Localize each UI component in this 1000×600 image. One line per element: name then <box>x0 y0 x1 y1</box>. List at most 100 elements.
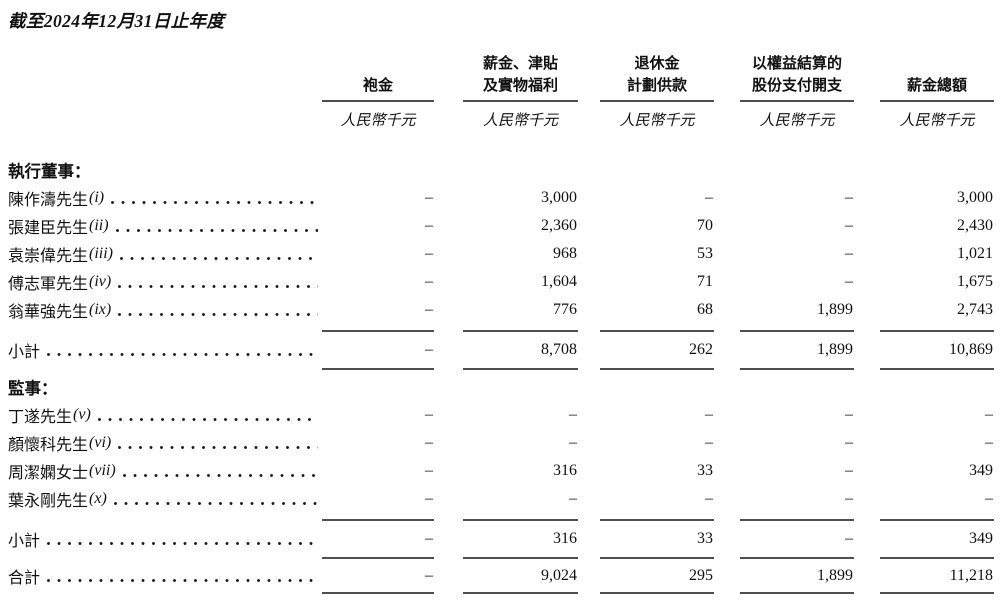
rule-line <box>880 364 994 370</box>
cell-value-text: – <box>425 434 433 451</box>
rule-cell <box>434 364 578 370</box>
dot-leader <box>47 542 318 545</box>
rule-cell <box>322 590 434 600</box>
cell-value: – <box>322 301 434 319</box>
cell-value: 1,899 <box>714 567 854 585</box>
cell-value: – <box>434 406 578 424</box>
cell-value: – <box>322 245 434 263</box>
cell-value-text: – <box>425 406 433 423</box>
cell-value-text: 2,360 <box>541 217 577 234</box>
cell-value: 8,708 <box>434 341 578 359</box>
cell-value-text: – <box>705 406 713 423</box>
cell-value-text: – <box>425 567 433 584</box>
table-row: 傅志軍先生 (iv) – 1,604 71 – 1,675 <box>8 268 994 296</box>
rule-cell <box>854 324 994 332</box>
double-rule-line <box>600 592 714 600</box>
cell-value-text: 8,708 <box>541 341 577 358</box>
cell-value-text: – <box>425 301 433 318</box>
row-label-name: 小計 <box>8 344 41 361</box>
cell-value: – <box>854 490 994 508</box>
cell-value: 3,000 <box>434 189 578 207</box>
column-header-line: 薪金、津貼 <box>482 56 558 72</box>
table-row: 顏懷科先生 (vi) – – – – – <box>8 429 994 457</box>
cell-value-text: 1,899 <box>817 567 853 584</box>
cell-value-text: – <box>845 189 853 206</box>
double-rule-line <box>463 592 578 600</box>
cell-value-text: – <box>845 490 853 507</box>
cell-value: 3,000 <box>854 189 994 207</box>
cell-value-text: 70 <box>697 217 713 234</box>
row-label-name: 丁遂先生 <box>8 409 73 426</box>
cell-value-text: – <box>845 530 853 547</box>
rule-cell <box>578 364 714 370</box>
cell-value: 2,743 <box>854 301 994 319</box>
cell-value: – <box>322 490 434 508</box>
rule-line <box>740 553 854 559</box>
dot-leader <box>118 313 318 316</box>
cell-value: 349 <box>854 530 994 548</box>
rule-cell <box>714 513 854 521</box>
cell-value: 33 <box>578 462 714 480</box>
cell-value: – <box>434 434 578 452</box>
cell-value-text: 9,024 <box>541 567 577 584</box>
cell-value-text: 3,000 <box>541 189 577 206</box>
cell-value: – <box>714 245 854 263</box>
cell-value-text: – <box>985 406 993 423</box>
rule-cell <box>434 324 578 332</box>
rule-cell <box>714 324 854 332</box>
cell-value-text: 33 <box>697 462 713 479</box>
column-header: 袍金 人民幣千元 <box>322 75 434 130</box>
column-header: 退休金 計劃供款 人民幣千元 <box>578 53 714 130</box>
cell-value: – <box>714 189 854 207</box>
table-header-row: 袍金 人民幣千元 薪金、津貼 及實物福利 人民幣千元 退休金 計劃供款 人民幣千元 以權益結算的… <box>8 53 994 130</box>
rule-line <box>880 324 994 332</box>
row-label: 陳作濤先生 (i) <box>8 186 322 210</box>
row-label: 小計 <box>8 338 322 362</box>
cell-value: 70 <box>578 217 714 235</box>
cell-value: – <box>714 406 854 424</box>
cell-value-text: 1,899 <box>817 301 853 318</box>
row-label: 顏懷科先生 (vi) <box>8 431 322 455</box>
table-row: 翁華強先生 (ix) – 776 68 1,899 2,743 <box>8 296 994 324</box>
column-header-rule <box>600 100 714 102</box>
cell-value: 71 <box>578 273 714 291</box>
rule-cell <box>434 553 578 559</box>
rule-line <box>463 553 578 559</box>
rule-cell <box>578 553 714 559</box>
rule-row <box>8 513 994 525</box>
column-unit-label: 人民幣千元 <box>759 113 835 129</box>
cell-value-text: – <box>569 490 577 507</box>
cell-value: – <box>714 434 854 452</box>
table-row: 陳作濤先生 (i) – 3,000 – – 3,000 <box>8 184 994 212</box>
cell-value: 316 <box>434 530 578 548</box>
row-label: 周潔嫻女士 (vii) <box>8 459 322 483</box>
cell-value-text: – <box>705 490 713 507</box>
cell-value: – <box>714 462 854 480</box>
cell-value-text: – <box>425 189 433 206</box>
row-label-marker: (v) <box>73 406 91 423</box>
dot-leader <box>111 201 318 204</box>
cell-value: 1,675 <box>854 273 994 291</box>
column-header-line: 及實物福利 <box>482 78 558 94</box>
cell-value: – <box>322 462 434 480</box>
row-label-marker: (vi) <box>89 434 112 451</box>
row-label: 丁遂先生 (v) <box>8 403 322 427</box>
cell-value: 2,360 <box>434 217 578 235</box>
column-header-rule <box>740 100 854 102</box>
row-label-marker: (ix) <box>89 301 112 318</box>
column-header-line: 退休金 <box>634 56 680 72</box>
column-unit-label: 人民幣千元 <box>899 113 975 129</box>
column-header-line: 以權益結算的 <box>751 56 842 72</box>
double-rule-line <box>322 592 434 600</box>
column-header-line: 袍金 <box>362 78 393 94</box>
column-header-box: 退休金 計劃供款 人民幣千元 <box>600 53 714 130</box>
cell-value-text: 316 <box>553 462 577 479</box>
rule-cell <box>322 513 434 521</box>
dot-leader <box>122 474 318 477</box>
rule-line <box>880 553 994 559</box>
table-row: 合計 – 9,024 295 1,899 11,218 <box>8 562 994 590</box>
cell-value: – <box>714 490 854 508</box>
rule-cell <box>434 590 578 600</box>
rule-cell <box>714 590 854 600</box>
row-label-marker: (x) <box>89 490 107 507</box>
